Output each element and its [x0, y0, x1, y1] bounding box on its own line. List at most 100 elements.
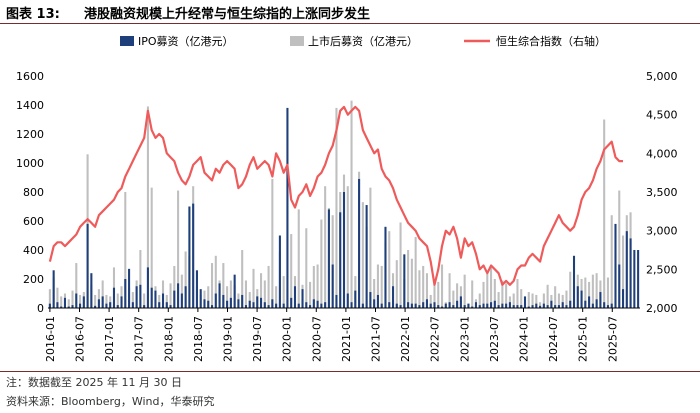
ipo-bar — [173, 290, 176, 308]
post-ipo-bar — [184, 251, 187, 308]
footer-rule — [0, 371, 700, 372]
ipo-bar — [229, 297, 232, 308]
post-ipo-bar — [610, 215, 613, 308]
post-ipo-bar — [606, 277, 609, 308]
post-ipo-bar — [418, 270, 421, 308]
post-ipo-bar — [471, 280, 474, 308]
post-ipo-bar — [267, 265, 270, 308]
ipo-bar — [112, 287, 116, 308]
x-axis: 2016-01 2016-07 2017-01 2017-07 2018-01 2018-… — [44, 307, 640, 362]
post-ipo-bar — [290, 234, 293, 308]
left-tick-label: 600 — [23, 215, 44, 228]
ipo-bar — [520, 305, 523, 308]
post-ipo-bar — [361, 202, 364, 308]
post-ipo-bar — [335, 107, 338, 309]
ipo-bar — [135, 286, 138, 308]
ipo-bar — [305, 302, 308, 308]
ipo-bar — [139, 284, 142, 308]
figure-label: 图表 13: — [6, 7, 60, 22]
ipo-bar — [214, 293, 217, 308]
ipo-bar — [584, 300, 587, 308]
figure-header: 图表 13: 港股融资规模上升经常与恒生综指的上涨同步发生 — [0, 0, 700, 24]
ipo-bar — [248, 300, 251, 308]
ipo-bar — [354, 290, 357, 308]
ipo-bar — [437, 305, 440, 308]
ipo-bar — [425, 299, 428, 308]
post-ipo-bar — [320, 219, 323, 308]
index-line-group — [48, 105, 623, 286]
ipo-bar — [90, 273, 93, 308]
ipo-bar — [260, 297, 263, 308]
legend-swatch — [120, 36, 134, 46]
post-ipo-bar — [395, 260, 398, 308]
post-ipo-bar — [482, 281, 485, 308]
post-ipo-bar — [584, 277, 587, 308]
ipo-bar — [252, 302, 255, 308]
x-tick-label: 2022-01 — [399, 316, 412, 362]
post-ipo-bar — [512, 293, 515, 308]
ipo-bar — [588, 296, 591, 308]
ipo-bar — [418, 305, 421, 308]
ipo-bar — [131, 302, 134, 308]
ipo-bar — [599, 292, 602, 308]
post-ipo-bar — [116, 293, 119, 308]
post-ipo-bar — [282, 276, 285, 308]
legend-label: IPO募资（亿港元） — [138, 35, 234, 48]
post-ipo-bar — [373, 279, 376, 308]
ipo-bar — [542, 303, 545, 308]
ipo-bar — [86, 223, 89, 308]
post-ipo-bar — [565, 290, 568, 308]
post-ipo-bar — [425, 273, 428, 308]
left-tick-label: 1600 — [16, 70, 44, 83]
ipo-bar — [271, 299, 274, 308]
chart: IPO募资（亿港元） 上市后募资（亿港元） 恒生综合指数（右轴） 0 200 400 60… — [16, 34, 678, 362]
post-ipo-bar — [516, 279, 519, 308]
ipo-bar — [222, 294, 225, 308]
ipo-bar — [75, 293, 78, 308]
post-ipo-bar — [75, 263, 78, 308]
ipo-bar — [169, 305, 172, 308]
ipo-bars — [48, 107, 640, 309]
post-ipo-bar — [271, 178, 274, 308]
ipo-bar — [210, 305, 214, 308]
ipo-bar — [335, 294, 338, 308]
ipo-bar — [376, 294, 379, 308]
ipo-bar — [550, 300, 553, 308]
ipo-bar — [633, 250, 636, 308]
post-ipo-bar — [105, 294, 108, 308]
ipo-bar — [327, 209, 330, 308]
post-ipo-bar — [542, 293, 545, 308]
post-ipo-bar — [433, 280, 436, 308]
ipo-bar — [625, 231, 628, 308]
x-tick-label: 2020-01 — [281, 316, 294, 362]
post-ipo-bar — [60, 296, 63, 308]
right-tick-label: 3,000 — [646, 225, 678, 238]
title-rule — [0, 23, 700, 24]
ipo-bar — [286, 107, 289, 309]
x-tick-label: 2019-01 — [221, 316, 234, 362]
post-ipo-bar — [490, 265, 493, 308]
post-ipo-bar — [520, 289, 523, 308]
post-ipo-bar — [131, 292, 134, 308]
post-ipo-bar — [591, 274, 594, 308]
ipo-bar — [199, 289, 202, 308]
post-ipo-bar — [210, 263, 214, 308]
right-tick-label: 4,000 — [646, 147, 678, 160]
ipo-bar — [192, 203, 195, 308]
ipo-bar — [312, 299, 315, 308]
post-ipo-bar — [554, 286, 557, 308]
x-tick-label: 2020-07 — [310, 316, 323, 362]
post-ipo-bar — [248, 292, 251, 308]
post-ipo-bar — [478, 293, 481, 308]
ipo-bar — [369, 292, 372, 308]
x-tick-label: 2017-01 — [103, 316, 116, 362]
ipo-bar — [490, 302, 493, 308]
right-tick-label: 3,500 — [646, 186, 678, 199]
post-ipo-bar — [618, 190, 621, 308]
x-tick-label: 2024-01 — [517, 316, 530, 362]
ipo-bar — [618, 264, 621, 308]
ipo-bar — [346, 293, 349, 308]
post-ipo-bar — [150, 187, 153, 308]
post-ipo-bar — [207, 286, 210, 308]
source-note: 资料来源：Bloomberg，Wind，华泰研究 — [6, 395, 215, 408]
